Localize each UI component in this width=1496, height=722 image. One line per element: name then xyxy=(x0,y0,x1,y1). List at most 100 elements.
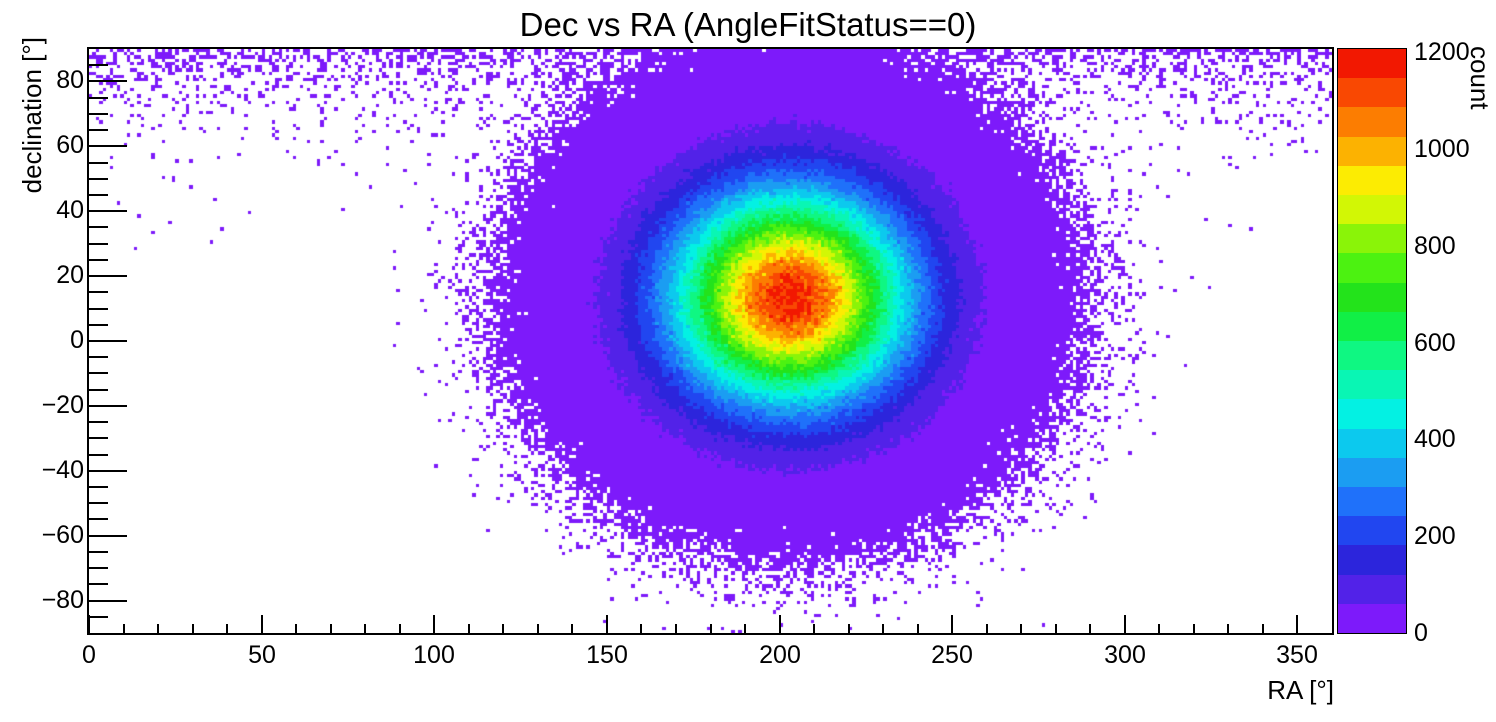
y-axis-minor-tick xyxy=(89,64,108,66)
y-axis-minor-tick xyxy=(89,486,108,488)
y-axis-major-tick xyxy=(89,340,127,342)
y-axis-minor-tick xyxy=(89,437,108,439)
x-axis-minor-tick xyxy=(1193,624,1195,633)
colorbar-tick-label: 200 xyxy=(1414,522,1456,550)
y-axis-major-tick xyxy=(89,535,127,537)
colorbar-title: count xyxy=(1465,46,1495,110)
y-axis-minor-tick xyxy=(89,372,108,374)
x-axis-minor-tick xyxy=(640,624,642,633)
y-axis-minor-tick xyxy=(89,421,108,423)
x-axis-major-tick xyxy=(88,615,90,633)
palette-band xyxy=(1338,370,1406,400)
x-axis-minor-tick xyxy=(1262,624,1264,633)
palette-band xyxy=(1338,516,1406,546)
x-axis-minor-tick xyxy=(502,624,504,633)
y-axis-major-tick xyxy=(89,470,127,472)
x-axis-major-tick xyxy=(1124,615,1126,633)
x-tick-label: 300 xyxy=(1104,641,1146,669)
x-axis-minor-tick xyxy=(157,624,159,633)
y-axis-minor-tick xyxy=(89,162,108,164)
y-tick-label: −80 xyxy=(41,586,84,614)
x-axis-minor-tick xyxy=(295,624,297,633)
palette-band xyxy=(1338,49,1406,79)
palette-band xyxy=(1338,603,1406,634)
y-axis-minor-tick xyxy=(89,551,108,553)
chart-title: Dec vs RA (AngleFitStatus==0) xyxy=(519,6,977,43)
palette-band xyxy=(1338,107,1406,137)
x-axis-minor-tick xyxy=(986,624,988,633)
palette-band xyxy=(1338,253,1406,283)
x-axis-major-tick xyxy=(433,615,435,633)
y-axis-minor-tick xyxy=(89,518,108,520)
colorbar-tick-label: 400 xyxy=(1414,425,1456,453)
palette-band xyxy=(1338,574,1406,604)
y-axis-major-tick xyxy=(89,80,127,82)
y-axis-minor-tick xyxy=(89,308,108,310)
palette-band xyxy=(1338,545,1406,575)
y-axis-minor-tick xyxy=(89,129,108,131)
x-axis-major-tick xyxy=(1296,615,1298,633)
palette-band xyxy=(1338,457,1406,488)
y-axis-major-tick xyxy=(89,275,127,277)
y-axis-major-tick xyxy=(89,600,127,602)
heatmap-canvas xyxy=(89,49,1332,633)
x-axis-minor-tick xyxy=(744,624,746,633)
y-tick-label: 60 xyxy=(56,131,84,159)
x-tick-label: 150 xyxy=(586,641,628,669)
y-axis-minor-tick xyxy=(89,567,108,569)
y-axis-minor-tick xyxy=(89,583,108,585)
y-tick-label: −60 xyxy=(41,521,84,549)
x-axis-minor-tick xyxy=(1020,624,1022,633)
x-axis-minor-tick xyxy=(848,624,850,633)
y-axis-minor-tick xyxy=(89,389,108,391)
x-axis-minor-tick xyxy=(399,624,401,633)
x-tick-label: 250 xyxy=(931,641,973,669)
colorbar-tick-label: 600 xyxy=(1414,329,1456,357)
x-axis-title: RA [°] xyxy=(1267,675,1334,705)
x-axis-minor-tick xyxy=(1227,624,1229,633)
y-axis-minor-tick xyxy=(89,616,108,618)
x-axis-major-tick xyxy=(606,615,608,633)
y-tick-label: 80 xyxy=(56,66,84,94)
palette-band xyxy=(1338,282,1406,312)
y-axis-major-tick xyxy=(89,210,127,212)
y-tick-label: 0 xyxy=(70,326,84,354)
x-axis-major-tick xyxy=(261,615,263,633)
y-axis-major-tick xyxy=(89,145,127,147)
x-tick-label: 200 xyxy=(759,641,801,669)
y-axis-major-tick xyxy=(89,405,127,407)
x-axis-major-tick xyxy=(779,615,781,633)
x-tick-label: 50 xyxy=(248,641,276,669)
x-axis-minor-tick xyxy=(1158,624,1160,633)
y-axis-minor-tick xyxy=(89,454,108,456)
x-axis-minor-tick xyxy=(192,624,194,633)
palette-band xyxy=(1338,428,1406,458)
x-axis-minor-tick xyxy=(468,624,470,633)
x-axis-minor-tick xyxy=(571,624,573,633)
x-axis-minor-tick xyxy=(330,624,332,633)
palette-band xyxy=(1338,195,1406,225)
y-tick-label: −40 xyxy=(41,456,84,484)
palette-band xyxy=(1338,224,1406,254)
palette-band xyxy=(1338,136,1406,166)
palette-band xyxy=(1338,165,1406,196)
x-axis-major-tick xyxy=(951,615,953,633)
palette-band xyxy=(1338,487,1406,517)
x-axis-minor-tick xyxy=(364,624,366,633)
y-axis-minor-tick xyxy=(89,291,108,293)
x-axis-minor-tick xyxy=(1055,624,1057,633)
y-axis-minor-tick xyxy=(89,502,108,504)
x-axis-minor-tick xyxy=(537,624,539,633)
palette-band xyxy=(1338,311,1406,342)
colorbar-tick-label: 1200 xyxy=(1414,38,1470,66)
x-tick-label: 350 xyxy=(1276,641,1318,669)
colorbar-tick-label: 800 xyxy=(1414,232,1456,260)
y-tick-label: 20 xyxy=(56,261,84,289)
x-axis-minor-tick xyxy=(226,624,228,633)
y-axis-minor-tick xyxy=(89,113,108,115)
y-axis-minor-tick xyxy=(89,243,108,245)
x-tick-label: 100 xyxy=(413,641,455,669)
y-tick-label: 40 xyxy=(56,196,84,224)
x-axis-minor-tick xyxy=(813,624,815,633)
